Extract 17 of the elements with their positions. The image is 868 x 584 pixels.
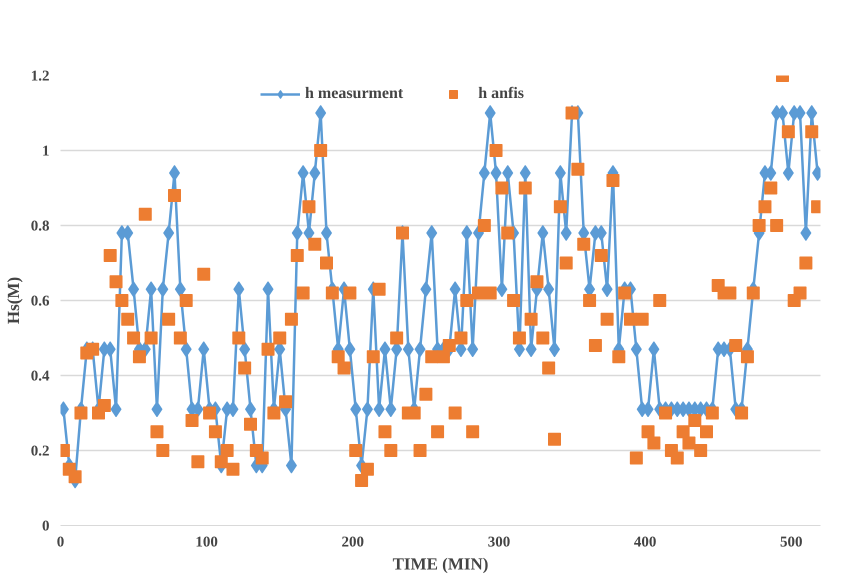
x-tick-label: 300 — [488, 534, 510, 550]
y-tick-label: 0.6 — [30, 294, 50, 310]
y-tick-label: 0.8 — [30, 218, 50, 234]
y-tick-label: 1.2 — [30, 68, 50, 84]
x-tick-label: 0 — [56, 534, 64, 550]
x-tick-label: 400 — [634, 534, 656, 550]
x-axis-title: TIME (MIN) — [392, 554, 488, 574]
y-tick-label: 1 — [42, 144, 50, 160]
y-tick-label: 0.4 — [30, 368, 50, 384]
legend-label: h measurment — [305, 85, 404, 103]
y-tick-label: 0.2 — [30, 444, 50, 460]
x-tick-label: 100 — [195, 534, 218, 550]
x-tick-label: 500 — [780, 534, 803, 550]
x-tick-label: 200 — [342, 534, 364, 550]
legend-label: h anfis — [478, 85, 524, 103]
y-tick-label: 0 — [42, 518, 50, 534]
y-axis-title: Hs(M) — [4, 276, 23, 324]
